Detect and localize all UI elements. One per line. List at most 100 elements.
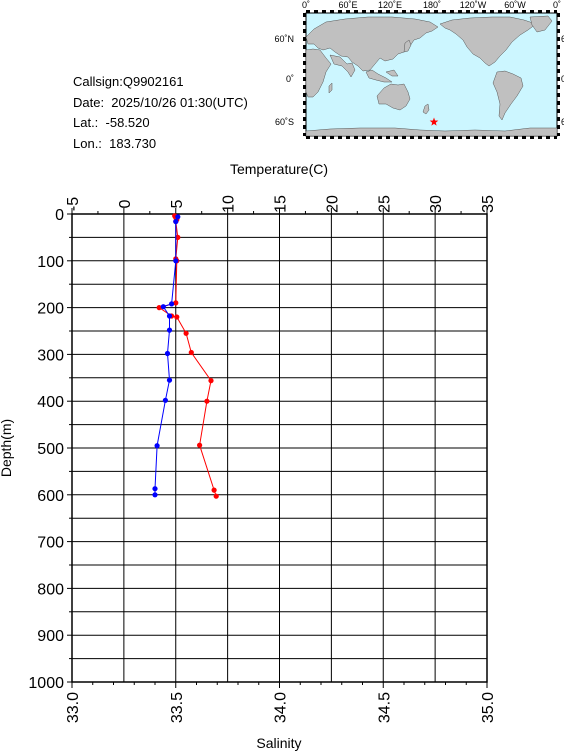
map-frame-segment [330, 10, 334, 13]
map-frame-segment [418, 10, 422, 13]
depth-tick-label: 0 [55, 207, 64, 224]
temperature-tick-label: 25 [376, 195, 393, 213]
salinity-data-point [152, 486, 158, 492]
temperature-data-point [175, 234, 181, 240]
map-frame-segment [557, 21, 560, 25]
map-frame-segment [303, 61, 306, 65]
map-lon-label: 60˚W [504, 0, 526, 10]
temperature-data-point [197, 442, 203, 448]
temperature-tick-label: -5 [65, 197, 82, 211]
temperature-tick-label: 10 [221, 195, 238, 213]
map-frame-segment [346, 10, 350, 13]
map-lon-label: 120˚E [378, 0, 402, 10]
map-lat-label: 60˚N [561, 34, 564, 44]
depth-tick-label: 600 [37, 488, 64, 505]
map-lon-label: 0˚ [553, 0, 561, 10]
map-frame-segment [338, 136, 342, 139]
map-frame-segment [530, 10, 534, 13]
salinity-data-point [166, 327, 173, 333]
depth-tick-label: 200 [37, 301, 64, 318]
temperature-data-point [188, 349, 194, 356]
temperature-data-point [213, 493, 219, 499]
temperature-axis-title: Temperature(C) [230, 161, 328, 177]
salinity-data-point [162, 397, 168, 403]
map-frame-segment [557, 93, 560, 97]
map-frame-segment [303, 133, 306, 136]
map-frame [303, 10, 560, 139]
map-frame-segment [303, 37, 306, 41]
temperature-tick-label: 30 [428, 195, 445, 213]
map-frame-segment [303, 77, 306, 81]
lon-text: Lon.: 183.730 [73, 135, 157, 151]
map-lat-label: 60˚N [274, 34, 294, 44]
map-frame-segment [514, 136, 518, 139]
temperature-data-point [211, 487, 217, 493]
salinity-tick-label: 33.0 [65, 692, 82, 723]
map-frame-segment [402, 10, 406, 13]
map-frame-segment [498, 10, 502, 13]
map-frame-segment [303, 109, 306, 113]
map-frame-segment [354, 136, 358, 139]
float-info: Callsign:Q9902161 Date: 2025/10/26 01:30… [73, 72, 248, 154]
temperature-data-point [156, 305, 162, 311]
salinity-data-point [173, 258, 179, 264]
depth-tick-label: 500 [37, 441, 64, 458]
map-frame-segment [557, 69, 560, 73]
map-frame-segment [346, 136, 350, 139]
map-frame-segment [557, 77, 560, 81]
depth-tick-label: 800 [37, 581, 64, 598]
map-frame-segment [426, 136, 430, 139]
map-frame-segment [303, 85, 306, 89]
salinity-data-point [166, 313, 173, 319]
depth-tick-label: 900 [37, 628, 64, 645]
map-frame-segment [557, 61, 560, 65]
map-lat-label: 0˚ [286, 74, 294, 84]
map-frame-segment [557, 29, 560, 33]
temperature-tick-label: 15 [273, 195, 290, 213]
chart-grid [71, 213, 488, 683]
map-lon-label: 180˚ [423, 0, 441, 10]
map-frame-segment [557, 109, 560, 113]
callsign-text: Callsign:Q9902161 [73, 74, 184, 89]
map-frame-segment [498, 136, 502, 139]
map-frame-segment [303, 21, 306, 25]
map-frame-segment [314, 136, 318, 139]
map-frame-segment [482, 10, 486, 13]
salinity-data-point [154, 443, 160, 449]
map-frame-segment [370, 10, 374, 13]
map-frame-segment [303, 101, 306, 105]
map-frame-segment [458, 136, 462, 139]
map-frame-segment [490, 10, 494, 13]
map-frame-segment [362, 10, 366, 13]
map-lon-label: 120˚W [460, 0, 487, 10]
map-frame-segment [557, 13, 560, 17]
map-frame-segment [514, 10, 518, 13]
map-frame-segment [482, 136, 486, 139]
salinity-data-point [169, 301, 175, 307]
map-frame-segment [474, 10, 478, 13]
salinity-data-point [164, 350, 171, 357]
map-frame-segment [410, 136, 414, 139]
depth-axis-title: Depth(m) [0, 419, 14, 477]
map-frame-segment [370, 136, 374, 139]
map-frame-segment [450, 10, 454, 13]
map-frame-segment [554, 10, 557, 13]
map-frame-segment [557, 133, 560, 136]
map-frame-segment [466, 136, 470, 139]
map-frame-segment [303, 93, 306, 97]
map-frame-segment [330, 136, 334, 139]
map-frame-segment [434, 136, 438, 139]
map-frame-segment [394, 136, 398, 139]
location-star-icon [429, 117, 439, 126]
temperature-data-point [183, 330, 189, 336]
map-frame-segment [322, 10, 326, 13]
map-frame-segment [378, 136, 382, 139]
map-frame-segment [303, 29, 306, 33]
map-frame-segment [546, 136, 550, 139]
depth-tick-label: 400 [37, 394, 64, 411]
map-frame-segment [450, 136, 454, 139]
map-frame-segment [306, 10, 310, 13]
map-frame-segment [378, 10, 382, 13]
